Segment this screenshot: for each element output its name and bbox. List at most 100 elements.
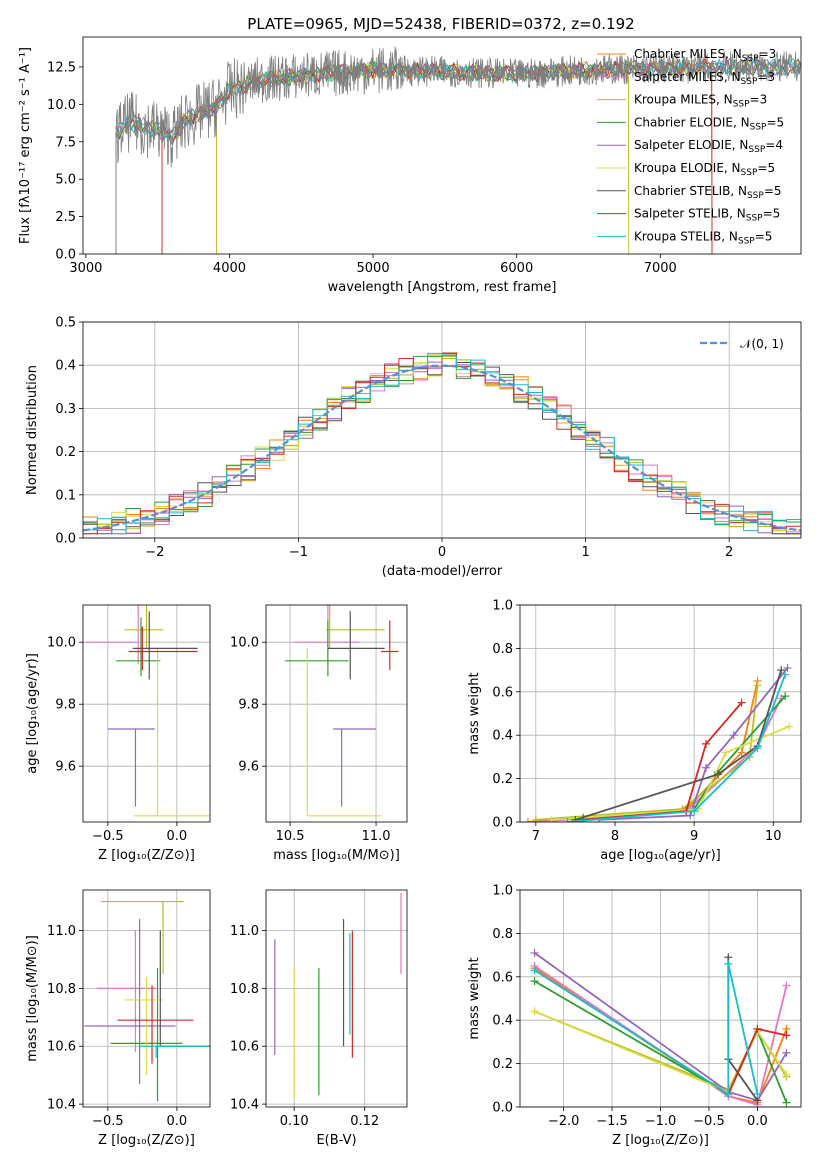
marker-plus xyxy=(781,670,790,679)
legend-entry: Chabrier ELODIE, NSSP=5 xyxy=(634,115,784,132)
y-axis-label: mass weight xyxy=(467,957,482,1039)
legend-subscript: SSP xyxy=(742,54,759,64)
marker-plus xyxy=(785,722,794,731)
marker-plus xyxy=(530,948,539,957)
grid xyxy=(266,890,407,1107)
legend-subscript: SSP xyxy=(750,122,767,132)
x-tick-label: −0.5 xyxy=(92,1114,124,1129)
x-tick-label: 6000 xyxy=(500,261,533,276)
marker-plus xyxy=(690,807,699,816)
x-axis-label: Z [log₁₀(Z/Z⊙)] xyxy=(612,1133,709,1148)
legend-suffix: =5 xyxy=(757,161,775,175)
legend-subscript: SSP xyxy=(747,191,764,201)
mass-weight-line xyxy=(535,685,759,821)
marker-plus xyxy=(781,692,790,701)
y-tick-label: 0.0 xyxy=(492,1101,513,1116)
legend-entry: Kroupa MILES, NSSP=3 xyxy=(634,93,767,110)
x-tick-label: −0.5 xyxy=(693,1114,725,1129)
marker-plus xyxy=(753,744,762,753)
y-tick-label: 9.8 xyxy=(55,698,76,713)
mass-weight-line xyxy=(567,674,787,822)
histogram-steps xyxy=(83,352,801,535)
axes-frame xyxy=(82,604,211,823)
y-tick-label: 0.0 xyxy=(492,816,513,831)
x-tick-label: −2.0 xyxy=(548,1114,580,1129)
y-tick-label: 10.8 xyxy=(230,982,259,997)
legend-suffix: =5 xyxy=(763,207,781,221)
legend-subscript: SSP xyxy=(748,145,765,155)
marker-plus xyxy=(729,731,738,740)
grid xyxy=(520,604,801,823)
marker-plus xyxy=(571,815,580,822)
legend-suffix: =5 xyxy=(764,184,782,198)
plot-area xyxy=(83,352,801,535)
legend-suffix: =3 xyxy=(750,93,768,107)
axes-frame xyxy=(265,604,408,823)
y-tick-label: 0.6 xyxy=(492,685,513,700)
legend-name: Kroupa STELIB, N xyxy=(634,229,738,243)
legend-subscript: SSP xyxy=(738,236,755,246)
marker-plus xyxy=(782,1098,791,1107)
axes-frame xyxy=(82,889,211,1108)
y-tick-label: 10.6 xyxy=(230,1040,259,1055)
marker-plus xyxy=(713,770,722,779)
marker-plus xyxy=(753,681,762,690)
legend-entry: 𝒩(0, 1) xyxy=(740,337,784,351)
spectrum-plot: 3000 4000 5000 6000 7000 0.0 2.5 5.0 7.5 10.0 12.5… xyxy=(18,36,802,295)
y-tick-label: 11.0 xyxy=(230,924,259,939)
y-tick-label: 10.8 xyxy=(47,982,76,997)
mass-weight-line xyxy=(583,702,743,821)
legend-entry: Salpeter MILES, NSSP=3 xyxy=(634,70,775,87)
legend-subscript: SSP xyxy=(741,168,758,178)
legend-name: Kroupa ELODIE, N xyxy=(634,161,741,175)
legend-suffix: =5 xyxy=(755,229,773,243)
y-axis-label: Normed distribution xyxy=(25,365,40,495)
y-tick-label: 10.4 xyxy=(47,1098,76,1113)
marker-plus xyxy=(737,748,746,757)
marker-plus xyxy=(782,1070,791,1079)
age-mass-weight-plot: 7 8 9 10 0.0 0.2 0.4 0.6 0.8 1.0 age [log₁₀(age/yr… xyxy=(467,599,802,863)
y-tick-label: 5.0 xyxy=(55,173,76,188)
plot-area xyxy=(85,605,210,817)
plot-area xyxy=(115,46,801,254)
observed-spectrum-line xyxy=(115,46,801,254)
mass-weight-line xyxy=(534,963,759,1096)
marker-plus xyxy=(783,663,792,672)
y-tick-label: 9.6 xyxy=(55,760,76,775)
x-tick-label: −2 xyxy=(145,545,164,560)
x-axis-label: (data-model)/error xyxy=(382,564,503,579)
x-axis-label: wavelength [Angstrom, rest frame] xyxy=(328,280,557,295)
y-tick-label: 11.0 xyxy=(47,924,76,939)
model-spectrum-line xyxy=(216,60,630,254)
y-tick-label: 9.6 xyxy=(238,760,259,775)
y-tick-label: 0.8 xyxy=(492,642,513,657)
y-axis-label: mass [log₁₀(M/M⊙)] xyxy=(25,935,40,1062)
marker-plus xyxy=(782,1031,791,1040)
legend-entry: Kroupa STELIB, NSSP=5 xyxy=(634,229,772,246)
marker-plus xyxy=(724,959,733,968)
y-tick-label: 1.0 xyxy=(492,599,513,614)
legend-suffix: =3 xyxy=(759,47,777,61)
mass-vs-metallicity-plot: −0.5 0.0 10.4 10.6 10.8 11.0 Z [log₁₀(Z/Z⊙)] ma… xyxy=(25,889,211,1148)
mass-weight-line xyxy=(575,669,783,821)
x-tick-label: 9 xyxy=(690,829,698,844)
y-tick-label: 0.6 xyxy=(492,970,513,985)
plot-area xyxy=(523,663,794,822)
y-tick-label: 0.0 xyxy=(55,248,76,263)
x-axis-label: Z [log₁₀(Z/Z⊙)] xyxy=(98,848,195,863)
y-tick-label: 0.2 xyxy=(492,1057,513,1072)
legend-name: Kroupa MILES, N xyxy=(634,93,733,107)
legend-entry: Kroupa ELODIE, NSSP=5 xyxy=(634,161,775,178)
marker-plus xyxy=(753,1089,762,1098)
marker-plus xyxy=(782,1048,791,1057)
x-tick-label: 2 xyxy=(725,545,733,560)
x-axis-label: Z [log₁₀(Z/Z⊙)] xyxy=(98,1133,195,1148)
x-axis-label: mass [log₁₀(M/M⊙)] xyxy=(273,848,400,863)
marker-plus xyxy=(702,739,711,748)
x-tick-label: 11.0 xyxy=(362,829,391,844)
y-tick-label: 9.8 xyxy=(238,698,259,713)
legend-entry: Salpeter ELODIE, NSSP=4 xyxy=(634,138,783,155)
x-tick-label: 0.0 xyxy=(167,829,188,844)
y-tick-label: 10.0 xyxy=(230,636,259,651)
grid xyxy=(266,605,407,822)
